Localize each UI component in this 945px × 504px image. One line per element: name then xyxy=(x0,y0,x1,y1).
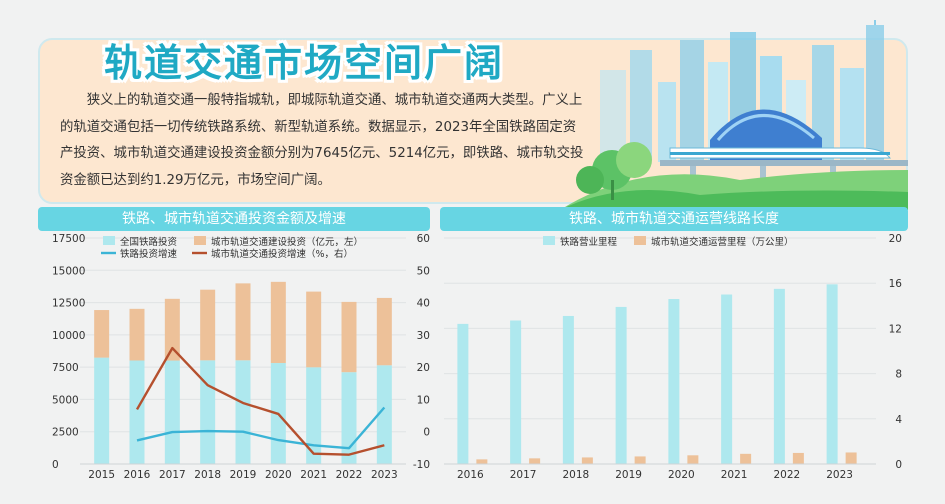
bar-railway-length xyxy=(510,320,522,464)
investment-chart: 0 2500 5000 7500 10000 12500 15000 17500 -10 0 10 2… xyxy=(52,233,430,480)
left-axis-tick-label: 17500 xyxy=(52,233,85,245)
bar-railway-length xyxy=(773,288,785,464)
intro-paragraph: 狭义上的轨道交通一般特指城轨，即城际轨道交通、城市轨道交通两大类型。广义上的轨道… xyxy=(60,93,584,188)
investment-bars xyxy=(94,281,392,464)
bar-urban-investment xyxy=(376,297,392,366)
x-axis-tick-label: 2017 xyxy=(159,469,186,480)
x-axis-tick-label: 2017 xyxy=(510,469,537,480)
investment-legend: 全国铁路投资 城市轨道交通建设投资（亿元，左） 铁路投资增速 城市轨道交通投资增… xyxy=(101,236,363,260)
right-axis-tick-label: 60 xyxy=(417,233,430,245)
bar-urban-length xyxy=(581,457,593,464)
legend-label-urban-investment: 城市轨道交通建设投资（亿元，左） xyxy=(211,236,363,248)
rail-growth-line xyxy=(136,406,386,450)
right-axis-tick-label: 0 xyxy=(423,427,430,439)
bar-urban-length xyxy=(687,455,699,464)
left-axis-tick-label: 15000 xyxy=(52,265,85,277)
bar-urban-investment xyxy=(129,308,145,361)
bar-railway-length xyxy=(562,315,574,464)
x-axis-tick-label: 2019 xyxy=(230,469,257,480)
bar-rail-investment xyxy=(376,365,392,464)
legend-label-rail-growth: 铁路投资增速 xyxy=(120,248,178,260)
x-axis-tick-label: 2020 xyxy=(668,469,695,480)
bar-urban-length xyxy=(792,452,804,464)
bar-urban-length xyxy=(740,453,752,464)
right-axis-tick-label: 10 xyxy=(417,394,430,406)
length-chart-title: 铁路、城市轨道交通运营线路长度 xyxy=(440,207,908,231)
length-legend: 铁路营业里程 城市轨道交通运营里程（万公里） xyxy=(543,236,794,248)
x-axis-tick-label: 2021 xyxy=(721,469,748,480)
page-headline: 轨道交通市场空间广阔 xyxy=(104,41,505,85)
x-axis-tick-label: 2018 xyxy=(194,469,221,480)
x-axis-tick-label: 2021 xyxy=(300,469,327,480)
x-axis-tick-label: 2015 xyxy=(88,469,115,480)
x-axis-tick-label: 2018 xyxy=(563,469,590,480)
left-axis-tick-label: 0 xyxy=(52,459,59,471)
bar-urban-investment xyxy=(306,291,322,368)
legend-label-rail-investment: 全国铁路投资 xyxy=(120,236,178,248)
x-axis-tick-label: 2023 xyxy=(826,469,853,480)
bar-railway-length xyxy=(457,323,469,464)
right-axis-tick-label: 8 xyxy=(895,369,902,381)
left-axis-tick-label: 12500 xyxy=(52,298,85,310)
left-axis-tick-label: 2500 xyxy=(52,427,79,439)
bar-railway-length xyxy=(668,299,680,464)
bar-urban-length xyxy=(476,459,488,464)
right-axis-tick-label: 20 xyxy=(889,233,902,245)
x-axis-tick-label: 2016 xyxy=(457,469,484,480)
legend-swatch-railway-length xyxy=(543,236,555,245)
bar-urban-length xyxy=(529,458,541,464)
bar-rail-investment xyxy=(200,360,216,464)
legend-label-urban-length: 城市轨道交通运营里程（万公里） xyxy=(651,236,794,248)
left-axis-tick-label: 5000 xyxy=(52,394,79,406)
right-axis-tick-label: 16 xyxy=(889,278,903,290)
length-grid xyxy=(444,237,876,420)
legend-swatch-rail-investment xyxy=(103,236,115,245)
left-axis-tick-label: 10000 xyxy=(52,330,85,342)
right-axis-tick-label: 40 xyxy=(417,298,430,310)
legend-label-railway-length: 铁路营业里程 xyxy=(560,236,618,248)
x-axis-tick-label: 2023 xyxy=(371,469,398,480)
right-axis-tick-label: 4 xyxy=(895,414,902,426)
bar-urban-investment xyxy=(341,301,357,373)
bar-railway-length xyxy=(615,306,627,464)
investment-chart-title: 铁路、城市轨道交通投资金额及增速 xyxy=(38,207,430,231)
bar-rail-investment xyxy=(235,360,251,464)
legend-label-urban-growth: 城市轨道交通投资增速（%，右） xyxy=(211,248,353,260)
legend-swatch-urban-length xyxy=(634,236,646,245)
bar-rail-investment xyxy=(306,367,322,464)
x-axis-tick-label: 2019 xyxy=(615,469,642,480)
bar-rail-investment xyxy=(341,372,357,464)
bar-railway-length xyxy=(826,284,838,464)
bar-urban-length xyxy=(845,452,857,464)
length-bars xyxy=(457,284,857,464)
bar-rail-investment xyxy=(129,360,145,464)
line-length-chart: 0 4 8 12 16 20 2016 2017 2018 2019 2020 2021 2022 202… xyxy=(444,233,902,480)
x-axis-tick-label: 2016 xyxy=(124,469,151,480)
bar-urban-length xyxy=(634,456,646,464)
city-skyline-illustration xyxy=(560,20,908,210)
left-axis-tick-label: 7500 xyxy=(52,362,79,374)
right-axis-tick-label: 20 xyxy=(417,362,430,374)
urban-growth-line xyxy=(135,346,385,456)
legend-swatch-urban-investment xyxy=(194,236,206,245)
right-axis-tick-label: 50 xyxy=(417,265,430,277)
x-axis-tick-label: 2022 xyxy=(336,469,363,480)
x-axis-tick-label: 2020 xyxy=(265,469,292,480)
right-axis-tick-label: 30 xyxy=(417,330,430,342)
right-axis-tick-label: 0 xyxy=(895,459,902,471)
investment-growth-lines xyxy=(135,346,386,456)
bar-urban-investment xyxy=(200,289,216,361)
x-axis-tick-label: 2022 xyxy=(774,469,801,480)
length-axes: 0 4 8 12 16 20 2016 2017 2018 2019 2020 2021 2022 202… xyxy=(444,233,902,480)
bar-railway-length xyxy=(721,294,733,464)
right-axis-tick-label: -10 xyxy=(413,459,430,471)
bar-urban-investment xyxy=(270,281,286,364)
investment-axes: 0 2500 5000 7500 10000 12500 15000 17500 -10 0 10 2… xyxy=(52,233,430,480)
bar-urban-investment xyxy=(164,298,180,361)
right-axis-tick-label: 12 xyxy=(889,323,902,335)
bar-rail-investment xyxy=(164,360,180,464)
bar-urban-investment xyxy=(94,310,110,358)
bar-rail-investment xyxy=(94,357,110,464)
bar-urban-investment xyxy=(235,283,251,361)
